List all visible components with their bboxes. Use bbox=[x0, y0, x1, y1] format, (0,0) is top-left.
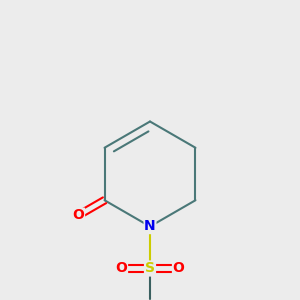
Text: O: O bbox=[116, 262, 128, 275]
Text: O: O bbox=[73, 208, 85, 222]
Text: O: O bbox=[172, 262, 184, 275]
Text: S: S bbox=[145, 262, 155, 275]
Text: N: N bbox=[144, 220, 156, 233]
